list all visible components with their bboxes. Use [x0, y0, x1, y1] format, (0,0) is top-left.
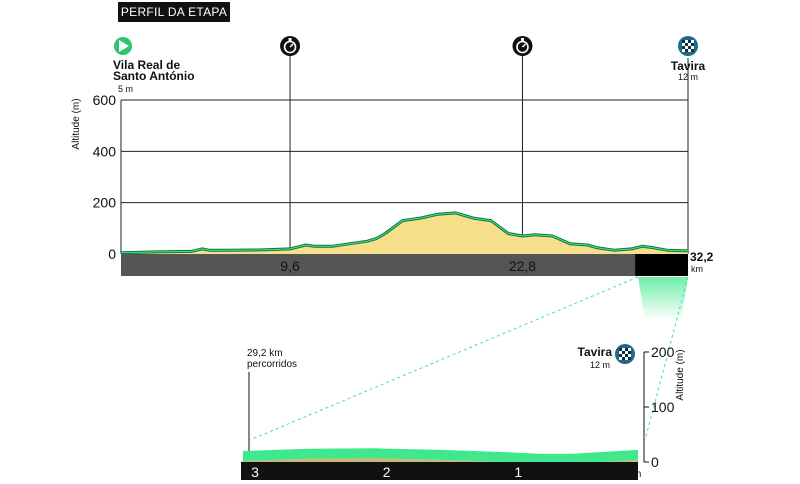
main-profile-line-highlight [120, 212, 689, 254]
start-name-line2: Santo António [113, 69, 195, 83]
checkered-flag-icon [615, 344, 635, 364]
main-y-tick-labels: 0 200 400 600 [93, 92, 117, 262]
main-profile-area [121, 212, 688, 254]
stage-profile-title: PERFIL DA ETAPA [118, 2, 230, 22]
checkpoint-km-label: 22,8 [509, 258, 536, 274]
main-final-km-block [635, 254, 688, 276]
zoom-x-unit: km [628, 469, 641, 480]
zoom-connector-left [249, 276, 639, 441]
zoom-x-tick-labels: 3 2 1 [251, 464, 522, 480]
zoom-finish-altitude: 12 m [590, 360, 610, 370]
main-y-tick-label: 200 [93, 195, 117, 211]
start-arrow-icon [114, 37, 132, 55]
stopwatch-icon [512, 36, 533, 56]
zoom-x-tick-label: 1 [514, 464, 522, 480]
zoom-finish-name: Tavira [578, 345, 613, 359]
zoom-y-tick-label: 100 [651, 399, 675, 415]
finish-name: Tavira [671, 59, 706, 73]
main-y-tick-label: 400 [93, 143, 117, 159]
main-y-tick-label: 0 [108, 246, 116, 262]
main-x-tick-labels: 9,6 22,8 [280, 258, 536, 274]
main-checkpoint-markers [280, 36, 533, 274]
start-altitude: 5 m [118, 84, 133, 94]
main-distance-bar [121, 254, 688, 276]
zoom-x-tick-label: 2 [383, 464, 391, 480]
zoom-profile-band [243, 448, 638, 464]
zoom-distance-bar [241, 462, 638, 480]
checkpoint-km-label: 9,6 [280, 258, 300, 274]
zoom-y-tick-label: 200 [651, 344, 675, 360]
zoom-start-note-line2: percorridos [247, 359, 297, 370]
zoom-y-tick-label: 0 [651, 454, 659, 470]
total-distance-label: 32,2 [690, 250, 714, 264]
main-y-tick-label: 600 [93, 92, 117, 108]
checkered-flag-icon [678, 36, 698, 56]
zoom-y-tick-labels: 0 100 200 [644, 344, 675, 470]
total-distance-unit: km [691, 264, 703, 274]
start-name-line1: Vila Real de [113, 58, 180, 72]
zoom-start-note-line1: 29,2 km [247, 348, 283, 359]
zoom-connector-right [644, 276, 689, 441]
finish-altitude: 12 m [678, 72, 698, 82]
stopwatch-icon [280, 36, 301, 56]
zoom-y-axis-label: Altitude (m) [675, 349, 686, 400]
zoom-highlight [638, 277, 688, 320]
zoom-x-tick-label: 3 [251, 464, 259, 480]
main-y-axis-label: Altitude (m) [71, 98, 82, 149]
